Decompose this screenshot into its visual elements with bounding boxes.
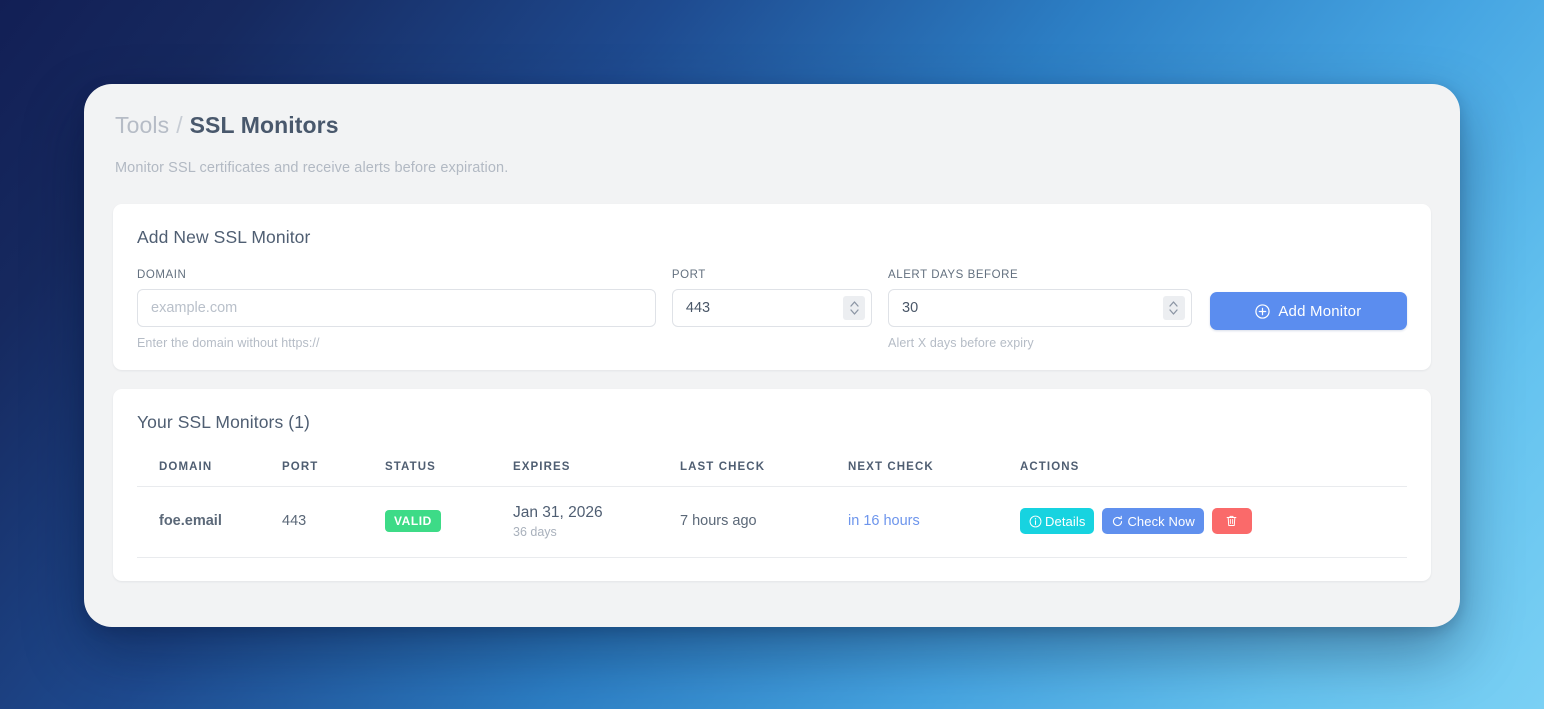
cell-last-check: 7 hours ago (680, 486, 848, 559)
next-check-value: in 16 hours (848, 513, 920, 530)
cell-port: 443 (282, 486, 385, 559)
column-header-expires: EXPIRES (513, 451, 680, 487)
column-header-last-check: LAST CHECK (680, 451, 848, 487)
add-monitor-panel: Add New SSL Monitor DOMAIN Enter the dom… (113, 204, 1431, 370)
plus-circle-icon (1255, 303, 1271, 319)
expires-remaining-days: 36 days (513, 525, 557, 540)
port-input-wrap (671, 289, 873, 327)
cell-status: VALID (385, 486, 513, 559)
add-monitor-form: DOMAIN Enter the domain without https://… (137, 269, 1407, 350)
check-now-button-label: Check Now (1127, 513, 1195, 529)
app-window: Tools / SSL Monitors Monitor SSL certifi… (84, 84, 1460, 627)
column-header-next-check: NEXT CHECK (848, 451, 1020, 487)
add-monitor-button[interactable]: Add Monitor (1209, 292, 1407, 330)
delete-button[interactable] (1211, 508, 1252, 535)
expires-date: Jan 31, 2026 (513, 504, 603, 521)
monitors-list-title: Your SSL Monitors (1) (137, 412, 310, 432)
chevron-up-icon[interactable] (849, 301, 859, 307)
cell-next-check: in 16 hours (848, 486, 1020, 559)
breadcrumb-parent-tools[interactable]: Tools (115, 112, 170, 138)
monitors-table-header-row: DOMAIN PORT STATUS EXPIRES LAST CHECK NE… (137, 451, 1407, 487)
info-circle-icon (1029, 515, 1042, 528)
column-header-port: PORT (282, 451, 385, 487)
status-badge: VALID (385, 510, 441, 533)
domain-field-group: DOMAIN Enter the domain without https:// (137, 269, 656, 350)
monitors-table-head: DOMAIN PORT STATUS EXPIRES LAST CHECK NE… (137, 451, 1407, 487)
monitors-table-body: foe.email 443 VALID Jan 31, 2026 36 days… (137, 486, 1407, 559)
alert-days-field-label: ALERT DAYS BEFORE (888, 269, 1019, 281)
add-monitor-panel-title: Add New SSL Monitor (137, 227, 311, 247)
domain-field-hint: Enter the domain without https:// (137, 336, 320, 350)
monitors-table: DOMAIN PORT STATUS EXPIRES LAST CHECK NE… (137, 451, 1407, 559)
alert-days-field-hint: Alert X days before expiry (888, 336, 1034, 350)
monitors-list-panel: Your SSL Monitors (1) DOMAIN PORT STATUS… (113, 389, 1431, 581)
port-field-group: PORT (671, 269, 873, 336)
domain-field-label: DOMAIN (137, 269, 187, 281)
alert-days-input[interactable] (888, 289, 1192, 327)
breadcrumb-separator: / (176, 112, 183, 138)
cell-actions: Details Check Now (1020, 486, 1407, 559)
chevron-down-icon[interactable] (1169, 309, 1178, 315)
port-input[interactable] (671, 289, 873, 327)
row-actions: Details Check Now (1020, 508, 1407, 535)
column-header-status: STATUS (385, 451, 513, 487)
column-header-actions: ACTIONS (1020, 451, 1407, 487)
domain-input-wrap (137, 289, 656, 327)
chevron-down-icon[interactable] (849, 309, 859, 315)
column-header-domain: DOMAIN (137, 451, 282, 487)
cell-expires: Jan 31, 2026 36 days (513, 486, 680, 559)
port-stepper[interactable] (843, 296, 866, 320)
refresh-icon (1113, 515, 1123, 526)
alert-days-field-group: ALERT DAYS BEFORE Alert X days before ex… (888, 269, 1192, 350)
chevron-up-icon[interactable] (1169, 301, 1178, 307)
page-title: SSL Monitors (189, 112, 339, 138)
trash-icon (1226, 516, 1237, 527)
port-field-label: PORT (671, 269, 706, 281)
add-monitor-button-label: Add Monitor (1278, 302, 1362, 320)
details-button-label: Details (1045, 513, 1086, 529)
alert-days-stepper[interactable] (1162, 296, 1185, 320)
details-button[interactable]: Details (1020, 508, 1095, 535)
alert-days-input-wrap (888, 289, 1192, 327)
domain-input[interactable] (137, 289, 656, 327)
cell-domain: foe.email (137, 486, 282, 559)
check-now-button[interactable]: Check Now (1102, 508, 1204, 535)
breadcrumb: Tools / SSL Monitors (113, 114, 1431, 137)
table-row: foe.email 443 VALID Jan 31, 2026 36 days… (137, 486, 1407, 559)
page-subtitle: Monitor SSL certificates and receive ale… (115, 160, 509, 176)
